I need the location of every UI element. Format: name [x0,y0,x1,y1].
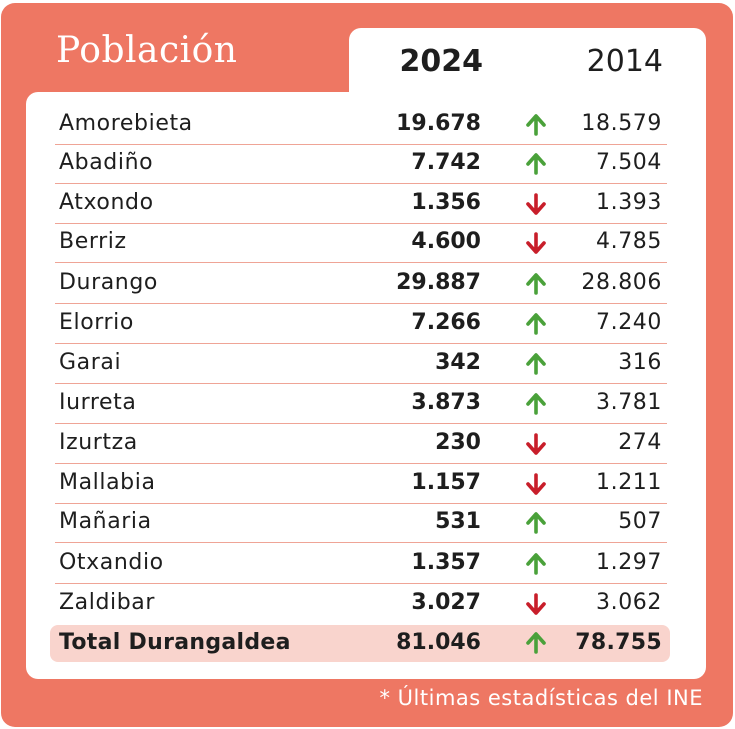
municipality-name: Atxondo [59,190,154,215]
arrow-down-icon [525,593,547,615]
population-2024: 19.678 [396,111,481,136]
arrow-up-icon [525,632,547,654]
row-divider [55,144,667,145]
total-label: Total Durangaldea [59,630,291,655]
municipality-name: Abadiño [59,150,154,175]
municipality-name: Durango [59,270,158,295]
population-2014: 3.062 [596,590,662,615]
table-row: Zaldibar 3.027 3.062 [55,584,667,624]
population-2024: 342 [435,350,481,375]
footnote: * Últimas estadísticas del INE [379,686,703,710]
row-divider [55,583,667,584]
total-2024: 81.046 [396,630,481,655]
page-title: Población [56,30,238,71]
arrow-down-icon [525,473,547,495]
table-row: Otxandio 1.357 1.297 [55,544,667,584]
row-divider [55,383,667,384]
municipality-name: Amorebieta [59,111,193,136]
municipality-name: Berriz [59,229,127,254]
municipality-name: Izurtza [59,430,138,455]
arrow-up-icon [525,153,547,175]
population-2024: 3.027 [411,590,481,615]
table-row: Elorrio 7.266 7.240 [55,304,667,344]
population-2014: 274 [618,430,662,455]
population-2024: 1.357 [411,550,481,575]
column-header-2014: 2014 [586,44,663,79]
population-2024: 1.157 [411,470,481,495]
municipality-name: Garai [59,350,122,375]
arrow-up-icon [525,313,547,335]
table-row: Izurtza 230 274 [55,424,667,464]
population-2014: 4.785 [596,229,662,254]
population-2014: 28.806 [581,270,662,295]
population-2014: 7.240 [596,310,662,335]
row-divider [55,303,667,304]
population-2024: 29.887 [396,270,481,295]
population-2014: 507 [618,509,662,534]
population-2024: 7.742 [411,150,481,175]
population-2014: 1.393 [596,190,662,215]
column-header-2024: 2024 [399,44,484,79]
population-2014: 18.579 [581,111,662,136]
population-2014: 1.297 [596,550,662,575]
municipality-name: Mallabia [59,470,156,495]
municipality-name: Iurreta [59,390,137,415]
population-2014: 7.504 [596,150,662,175]
municipality-name: Elorrio [59,310,134,335]
arrow-down-icon [525,193,547,215]
row-divider [55,463,667,464]
table-row: Mañaria 531 507 [55,503,667,543]
table-row: Durango 29.887 28.806 [55,264,667,304]
population-2014: 3.781 [596,390,662,415]
row-divider [55,223,667,224]
table-row: Garai 342 316 [55,344,667,384]
arrow-up-icon [525,393,547,415]
table-row: Atxondo 1.356 1.393 [55,184,667,224]
table-row: Amorebieta 19.678 18.579 [55,105,667,145]
municipality-name: Otxandio [59,550,164,575]
population-2024: 7.266 [411,310,481,335]
arrow-down-icon [525,433,547,455]
row-divider [55,343,667,344]
table-panel [26,92,706,679]
population-2024: 531 [435,509,481,534]
table-row: Mallabia 1.157 1.211 [55,464,667,504]
population-2024: 3.873 [411,390,481,415]
row-divider [55,262,667,263]
arrow-up-icon [525,353,547,375]
table-row: Berriz 4.600 4.785 [55,223,667,263]
arrow-down-icon [525,232,547,254]
population-2024: 1.356 [411,190,481,215]
arrow-up-icon [525,114,547,136]
arrow-up-icon [525,512,547,534]
arrow-up-icon [525,273,547,295]
total-2014: 78.755 [575,630,662,655]
row-divider [55,423,667,424]
total-row: Total Durangaldea 81.046 78.755 [50,625,670,662]
population-2014: 316 [618,350,662,375]
row-divider [55,183,667,184]
population-2024: 4.600 [411,229,481,254]
row-divider [55,542,667,543]
population-2014: 1.211 [596,470,662,495]
municipality-name: Mañaria [59,509,152,534]
municipality-name: Zaldibar [59,590,156,615]
row-divider [55,503,667,504]
arrow-up-icon [525,553,547,575]
population-2024: 230 [435,430,481,455]
table-row: Abadiño 7.742 7.504 [55,144,667,184]
table-row: Iurreta 3.873 3.781 [55,384,667,424]
